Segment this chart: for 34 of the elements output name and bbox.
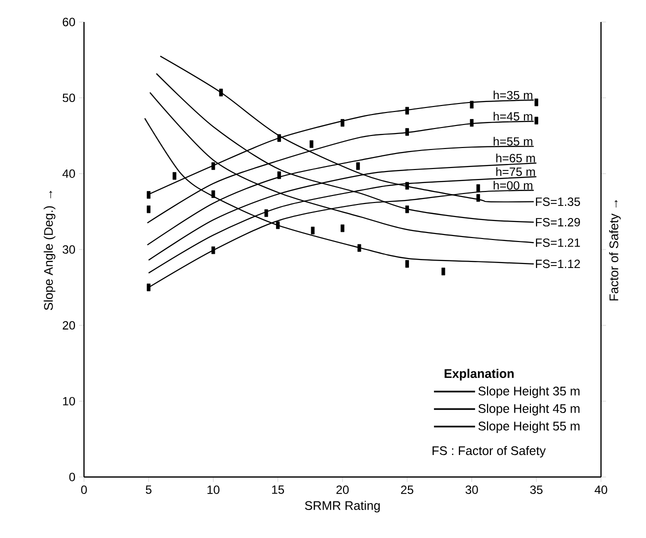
y-tick-label: 10 xyxy=(63,396,76,406)
y-tick-label: 60 xyxy=(62,18,76,26)
y-tick-label: 50 xyxy=(62,94,76,102)
x-tick-label: 20 xyxy=(336,486,349,494)
series-label: FS=1.35 xyxy=(536,197,580,206)
legend-label: Slope Height 45 m xyxy=(478,404,580,416)
series-label: h=55 m xyxy=(494,136,532,146)
series-label: FS=1.12 xyxy=(536,260,580,268)
series-label: FS=1.29 xyxy=(536,218,580,226)
annotation: FS : Factor of Safety xyxy=(432,446,546,458)
y-tick-label: 30 xyxy=(62,245,76,254)
series-label: h=45 m xyxy=(494,112,532,121)
x-tick-label: 35 xyxy=(530,486,543,494)
x-tick-label: 0 xyxy=(81,486,87,494)
series-label: h=35 m xyxy=(494,90,532,100)
legend-label: Slope Height 35 m xyxy=(478,386,580,398)
x-tick-label: 25 xyxy=(401,486,414,494)
x-axis-title: SRMR Rating xyxy=(305,500,380,512)
x-tick-label: 40 xyxy=(594,486,608,494)
y-tick-label: 0 xyxy=(69,472,76,482)
y-tick-label: 20 xyxy=(62,321,76,330)
legend-label: Slope Height 55 m xyxy=(478,421,580,433)
y-axis-title: Slope Angle (Deg.) → xyxy=(44,190,56,310)
x-tick-label: 30 xyxy=(466,486,478,494)
x-tick-label: 15 xyxy=(272,486,284,494)
series-label: FS=1.21 xyxy=(536,238,580,247)
x-tick-label: 5 xyxy=(146,486,152,494)
y2-axis-title: Factor of Safety → xyxy=(609,200,621,300)
legend-title: Explanation xyxy=(444,368,514,380)
series-label: h=65 m xyxy=(496,154,535,162)
series-label: h=00 m xyxy=(494,180,532,190)
y-tick-label: 40 xyxy=(62,169,76,178)
x-tick-label: 10 xyxy=(208,486,220,494)
series-label: h=75 m xyxy=(496,167,535,176)
